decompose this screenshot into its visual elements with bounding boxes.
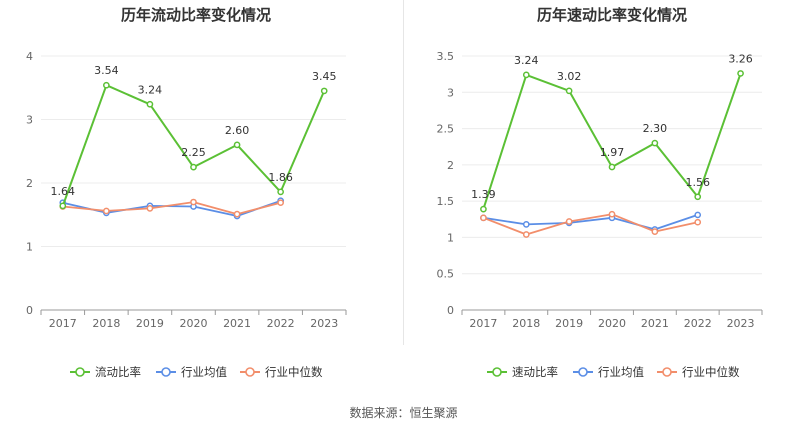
chart-1: 历年流动比率变化情况 0 1 2 3 4 2017 2018 2019 2020 2021 2022 2… (26, 6, 347, 379)
x-tick-label: 2021 (223, 317, 251, 330)
series-line (62, 199, 281, 217)
legend-swatch-marker (662, 367, 672, 377)
data-point (146, 205, 154, 212)
data-point (608, 163, 616, 171)
legend-swatch-marker (578, 367, 588, 377)
x-tick-label: 2017 (469, 317, 497, 330)
y-tick-label: 4 (26, 50, 33, 63)
legend-label: 行业中位数 (682, 365, 740, 379)
series-line (483, 214, 698, 231)
data-point (190, 198, 197, 206)
data-label: 1.86 (268, 171, 293, 184)
data-label: 3.24 (514, 54, 539, 67)
legend-label: 流动比率 (95, 365, 141, 379)
y-tick-label: 2 (447, 159, 454, 172)
data-point (565, 87, 573, 95)
data-point (146, 100, 154, 108)
data-point (277, 199, 284, 207)
data-point (277, 188, 284, 196)
x-tick-label: 2021 (641, 317, 669, 330)
data-point (522, 221, 530, 228)
data-label: 3.54 (94, 64, 119, 77)
y-tick-label: 0.5 (437, 268, 455, 281)
x-tick-label: 2020 (180, 317, 208, 330)
series-line (62, 201, 281, 216)
data-point (480, 205, 487, 213)
data-point (233, 141, 241, 149)
x-tick-label: 2020 (598, 317, 626, 330)
data-point (737, 70, 744, 77)
legend-label: 速动比率 (512, 365, 558, 379)
y-tick-label: 3 (26, 114, 33, 127)
chart-title: 历年速动比率变化情况 (537, 6, 687, 24)
y-tick-label: 0 (26, 304, 33, 317)
data-label: 3.24 (138, 83, 163, 96)
data-point (59, 202, 67, 210)
x-tick-label: 2022 (267, 317, 295, 330)
y-tick-label: 1 (447, 231, 454, 244)
data-label: 1.97 (600, 146, 625, 159)
legend-swatch-marker (492, 367, 502, 377)
data-point (522, 231, 530, 238)
legend-label: 行业均值 (181, 365, 227, 379)
data-label: 2.60 (225, 124, 250, 137)
data-label: 3.02 (557, 70, 582, 83)
data-point (694, 218, 702, 226)
chart-title: 历年流动比率变化情况 (121, 6, 271, 24)
y-tick-label: 2.5 (437, 123, 455, 136)
data-label: 3.26 (728, 52, 753, 65)
data-label: 1.64 (51, 185, 76, 198)
data-point (103, 81, 110, 89)
chart-divider (403, 0, 404, 345)
y-tick-label: 2 (26, 177, 33, 190)
y-tick-label: 1 (26, 241, 33, 254)
data-label: 2.30 (643, 122, 668, 135)
data-point (694, 193, 702, 201)
x-tick-label: 2023 (310, 317, 338, 330)
legend-swatch-marker (245, 367, 255, 377)
data-label: 1.56 (685, 176, 710, 189)
data-point (480, 214, 487, 222)
data-point (320, 87, 328, 95)
data-source-note: 数据来源：恒生聚源 (349, 406, 458, 420)
data-point (103, 207, 110, 215)
x-tick-label: 2018 (92, 317, 120, 330)
data-label: 2.25 (181, 146, 206, 159)
y-tick-label: 1.5 (437, 195, 455, 208)
x-tick-label: 2022 (684, 317, 712, 330)
x-tick-label: 2017 (49, 317, 77, 330)
data-point (694, 211, 702, 219)
y-tick-label: 3.5 (437, 50, 455, 63)
y-tick-label: 3 (447, 86, 454, 99)
y-tick-label: 0 (447, 304, 454, 317)
legend-label: 行业均值 (598, 365, 644, 379)
data-point (565, 218, 573, 225)
data-point (190, 163, 197, 171)
x-tick-label: 2019 (136, 317, 164, 330)
data-point (608, 210, 616, 218)
data-point (233, 210, 241, 218)
x-tick-label: 2018 (512, 317, 540, 330)
x-tick-label: 2023 (727, 317, 755, 330)
legend-label: 行业中位数 (265, 365, 323, 379)
chart-2: 历年速动比率变化情况 0 0.5 1 1.5 2 2.5 3 3.5 2017 2018 2019 20… (437, 6, 763, 379)
data-label: 3.45 (312, 70, 337, 83)
data-point (522, 71, 530, 79)
data-point (651, 228, 659, 235)
data-point (651, 139, 659, 147)
data-label: 1.39 (471, 188, 496, 201)
legend-swatch-marker (161, 367, 171, 377)
legend-swatch-marker (75, 367, 85, 377)
x-tick-label: 2019 (555, 317, 583, 330)
series-line (483, 213, 698, 236)
